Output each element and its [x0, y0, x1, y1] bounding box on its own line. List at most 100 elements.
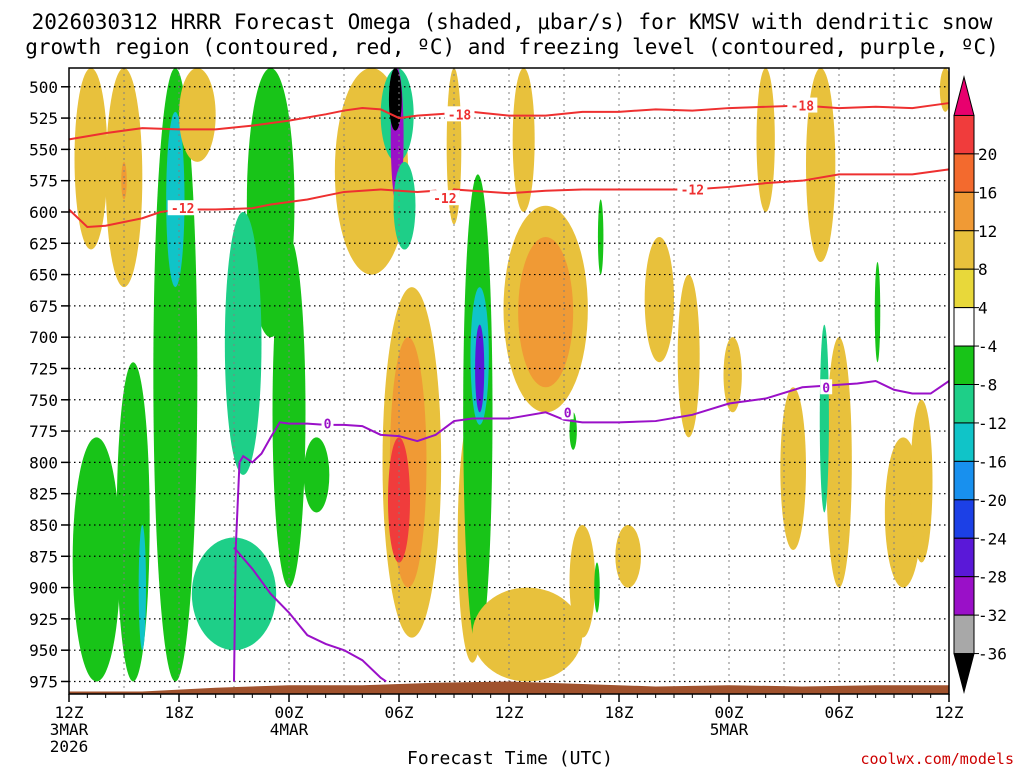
colorbar-bin: [953, 345, 975, 385]
x-tick-label: 18Z: [165, 703, 194, 722]
omega-region: [910, 399, 933, 563]
y-axis-ticks: 500 525 550 575 600 625 650 675 700 725 750 775 800 8…: [29, 78, 69, 691]
chart-title-line-2: growth region (contoured, red, ºC) and f…: [25, 35, 999, 59]
isotherm-label-bg: [677, 181, 708, 197]
colorbar-label: -12: [978, 414, 1007, 433]
omega-region: [780, 387, 807, 551]
omega-region: [644, 237, 674, 363]
colorbar-label: -32: [978, 606, 1007, 625]
colorbar-label: 20: [978, 145, 997, 164]
isotherm-label-bg: [444, 106, 475, 122]
y-tick-label: 700: [29, 328, 58, 347]
omega-region: [819, 324, 829, 513]
isotherm-label: 0: [564, 406, 572, 421]
terrain-surface: [69, 681, 949, 694]
colorbar-bin: [953, 153, 975, 193]
colorbar-label: 12: [978, 222, 997, 241]
y-tick-label: 950: [29, 641, 58, 660]
omega-region: [677, 274, 700, 438]
y-tick-label: 500: [29, 78, 58, 97]
isotherm-label-bg: [429, 190, 460, 206]
omega-region: [272, 237, 306, 588]
chart-title-line-1: 2026030312 HRRR Forecast Omega (shaded, …: [32, 10, 993, 34]
y-tick-label: 775: [29, 422, 58, 441]
x-tick-label: 4MAR: [270, 720, 309, 739]
colorbar-bin: [953, 191, 975, 232]
isotherm-label-bg: [561, 404, 574, 420]
isotherm-label: 0: [822, 381, 830, 396]
isotherm-label-bg: [167, 200, 198, 216]
colorbar-top-triangle: [953, 75, 975, 116]
colorbar-label: -36: [978, 645, 1007, 664]
x-tick-label: 5MAR: [710, 720, 749, 739]
y-tick-label: 850: [29, 516, 58, 535]
omega-region: [939, 68, 949, 112]
source-credit: coolwx.com/models: [860, 750, 1014, 768]
y-tick-label: 575: [29, 172, 58, 191]
y-tick-label: 800: [29, 453, 58, 472]
x-tick-label: 06Z: [825, 703, 854, 722]
colorbar-label: -24: [978, 529, 1007, 548]
y-tick-label: 925: [29, 610, 58, 629]
x-tick-label: 12Z: [935, 703, 964, 722]
isotherm-label-bg: [787, 97, 818, 113]
x-tick-label: 06Z: [385, 703, 414, 722]
colorbar-label: 4: [978, 299, 988, 318]
omega-region: [388, 68, 402, 131]
omega-region: [388, 437, 410, 563]
freezing-level-line: [233, 379, 950, 682]
isotherm-label: -18: [791, 100, 815, 115]
colorbar: 20 16 12 8 4 -4 -8 -12 -16 -20 -24 -28 -32 -36: [953, 75, 1007, 694]
omega-region: [472, 587, 583, 682]
omega-region: [303, 437, 330, 513]
isotherm-label: -12: [171, 202, 194, 217]
y-tick-label: 725: [29, 359, 58, 378]
isotherm-label: -12: [433, 192, 456, 207]
colorbar-bin: [953, 614, 975, 655]
colorbar-bin: [953, 499, 975, 539]
colorbar-label: -8: [978, 376, 997, 395]
colorbar-bin: [953, 422, 975, 462]
colorbar-label: 16: [978, 183, 997, 202]
isotherm-label-bg: [321, 415, 334, 431]
grid-lines: [69, 68, 949, 694]
x-tick-label: 12Z: [55, 703, 84, 722]
isotherm-label: -12: [681, 183, 704, 198]
y-tick-label: 550: [29, 140, 58, 159]
y-tick-label: 525: [29, 109, 58, 128]
isotherm-label-bg: [820, 379, 833, 395]
omega-region: [806, 68, 836, 263]
colorbar-bottom-triangle: [953, 653, 975, 694]
colorbar-bin: [953, 268, 975, 309]
colorbar-label: -20: [978, 491, 1007, 510]
x-tick-label: 18Z: [605, 703, 634, 722]
plot-area: [72, 68, 949, 682]
omega-region: [518, 237, 574, 388]
x-tick-label: 3MAR: [50, 720, 89, 739]
y-tick-label: 900: [29, 579, 58, 598]
colorbar-bin: [953, 384, 975, 424]
freezing-level-lower-line: [233, 546, 387, 683]
y-tick-label: 650: [29, 266, 58, 285]
x-axis-label: Forecast Time (UTC): [407, 748, 613, 768]
colorbar-label: -4: [978, 337, 997, 356]
omega-region: [615, 524, 642, 588]
y-tick-label: 625: [29, 234, 58, 253]
omega-region: [512, 68, 535, 212]
omega-region: [74, 68, 108, 250]
terrain-fill: [69, 681, 949, 694]
colorbar-bin: [953, 576, 975, 616]
colorbar-bin: [953, 537, 975, 578]
colorbar-label: -28: [978, 568, 1007, 587]
y-tick-label: 875: [29, 547, 58, 566]
colorbar-bin: [953, 460, 975, 501]
omega-region: [597, 199, 604, 275]
colorbar-bin: [953, 230, 975, 270]
omega-region: [874, 262, 881, 363]
omega-region: [153, 68, 198, 682]
y-tick-label: 600: [29, 203, 58, 222]
colorbar-bin: [953, 114, 975, 155]
omega-region: [723, 337, 742, 413]
omega-region: [224, 211, 262, 475]
